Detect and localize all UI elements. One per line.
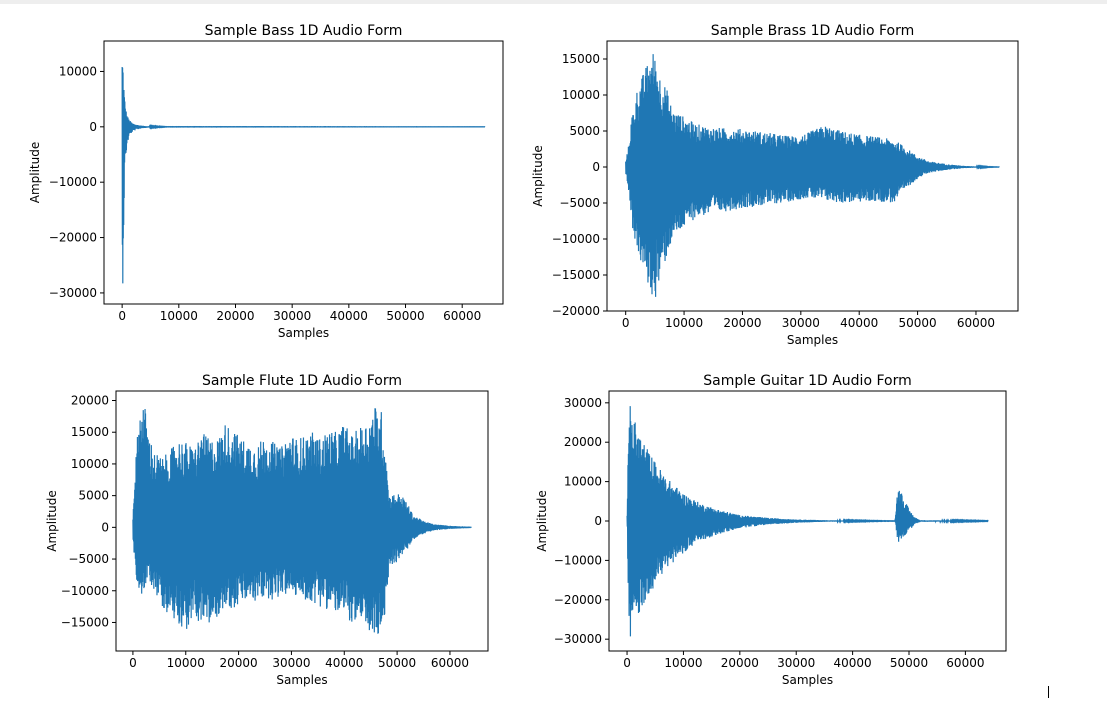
y-tick-label: −30000 — [49, 286, 97, 300]
x-tick-label: 20000 — [219, 656, 257, 670]
x-tick-label: 10000 — [160, 309, 198, 323]
y-tick-label: 20000 — [564, 435, 602, 449]
y-tick-label: −10000 — [49, 175, 97, 189]
x-tick-label: 40000 — [840, 316, 878, 330]
y-tick-label: −15000 — [61, 615, 109, 629]
text-cursor — [1048, 686, 1049, 698]
y-tick-label: −20000 — [552, 304, 600, 318]
x-tick-label: 40000 — [330, 309, 368, 323]
x-tick-label: 20000 — [721, 656, 759, 670]
x-tick-label: 60000 — [431, 656, 469, 670]
x-tick-label: 30000 — [273, 309, 311, 323]
chart-panel-3: Sample Guitar 1D Audio Form 0 10000 20000 30… — [535, 373, 1007, 687]
waveform-line — [626, 406, 989, 637]
y-tick-label: 10000 — [562, 88, 600, 102]
x-axis-label: Samples — [782, 673, 833, 687]
y-tick-label: 10000 — [71, 457, 109, 471]
x-tick-label: 50000 — [898, 316, 936, 330]
y-tick-label: −10000 — [61, 584, 109, 598]
y-tick-label: −10000 — [554, 553, 602, 567]
x-tick-label: 50000 — [386, 309, 424, 323]
x-tick-label: 60000 — [946, 656, 984, 670]
waveform-line — [625, 54, 1000, 297]
x-axis-label: Samples — [278, 326, 329, 340]
x-axis-label: Samples — [787, 333, 838, 347]
waveform-line — [121, 66, 486, 284]
y-tick-label: −10000 — [552, 232, 600, 246]
chart-panel-2: Sample Flute 1D Audio Form 0 10000 20000 300… — [45, 373, 489, 687]
x-tick-label: 10000 — [665, 316, 703, 330]
axes-frame — [606, 40, 1019, 312]
x-tick-label: 20000 — [216, 309, 254, 323]
y-tick-label: 10000 — [564, 475, 602, 489]
y-tick-label: −15000 — [552, 268, 600, 282]
y-axis-label: Amplitude — [531, 145, 545, 207]
x-tick-label: 40000 — [325, 656, 363, 670]
chart-title: Sample Flute 1D Audio Form — [202, 373, 402, 389]
chart-title: Sample Guitar 1D Audio Form — [703, 373, 911, 389]
y-tick-label: 0 — [592, 160, 600, 174]
y-tick-label: 0 — [89, 120, 97, 134]
x-tick-label: 50000 — [890, 656, 928, 670]
chart-title: Sample Bass 1D Audio Form — [205, 23, 403, 39]
x-tick-label: 30000 — [782, 316, 820, 330]
chart-panel-1: Sample Brass 1D Audio Form 0 10000 20000 300… — [531, 23, 1019, 347]
x-tick-label: 30000 — [777, 656, 815, 670]
x-tick-label: 40000 — [834, 656, 872, 670]
y-axis-label: Amplitude — [45, 490, 59, 552]
y-tick-label: 5000 — [78, 489, 109, 503]
y-tick-label: 20000 — [71, 394, 109, 408]
axes-frame — [115, 390, 489, 652]
x-tick-label: 10000 — [167, 656, 205, 670]
x-tick-label: 0 — [622, 316, 630, 330]
x-tick-label: 30000 — [272, 656, 310, 670]
y-tick-label: −5000 — [68, 552, 109, 566]
y-tick-label: 15000 — [562, 52, 600, 66]
chart-panel-0: Sample Bass 1D Audio Form 0 10000 20000 3000… — [28, 23, 504, 340]
x-tick-label: 60000 — [443, 309, 481, 323]
x-tick-label: 0 — [118, 309, 126, 323]
x-axis-label: Samples — [276, 673, 327, 687]
x-tick-label: 60000 — [957, 316, 995, 330]
x-tick-label: 20000 — [723, 316, 761, 330]
axes-frame — [103, 40, 504, 305]
y-tick-label: 0 — [594, 514, 602, 528]
y-axis-label: Amplitude — [28, 142, 42, 204]
y-tick-label: 15000 — [71, 425, 109, 439]
y-tick-label: −20000 — [49, 231, 97, 245]
y-tick-label: 10000 — [59, 64, 97, 78]
y-tick-label: 30000 — [564, 396, 602, 410]
y-tick-label: 0 — [101, 520, 109, 534]
x-tick-label: 10000 — [664, 656, 702, 670]
y-tick-label: −5000 — [559, 196, 600, 210]
y-tick-label: −30000 — [554, 632, 602, 646]
y-tick-label: 5000 — [569, 124, 600, 138]
y-tick-label: −20000 — [554, 593, 602, 607]
y-axis-label: Amplitude — [535, 490, 549, 552]
x-tick-label: 0 — [129, 656, 137, 670]
notebook-top-border — [0, 0, 1107, 4]
waveform-line — [132, 408, 472, 634]
x-tick-label: 50000 — [378, 656, 416, 670]
chart-title: Sample Brass 1D Audio Form — [711, 23, 915, 39]
x-tick-label: 0 — [623, 656, 631, 670]
